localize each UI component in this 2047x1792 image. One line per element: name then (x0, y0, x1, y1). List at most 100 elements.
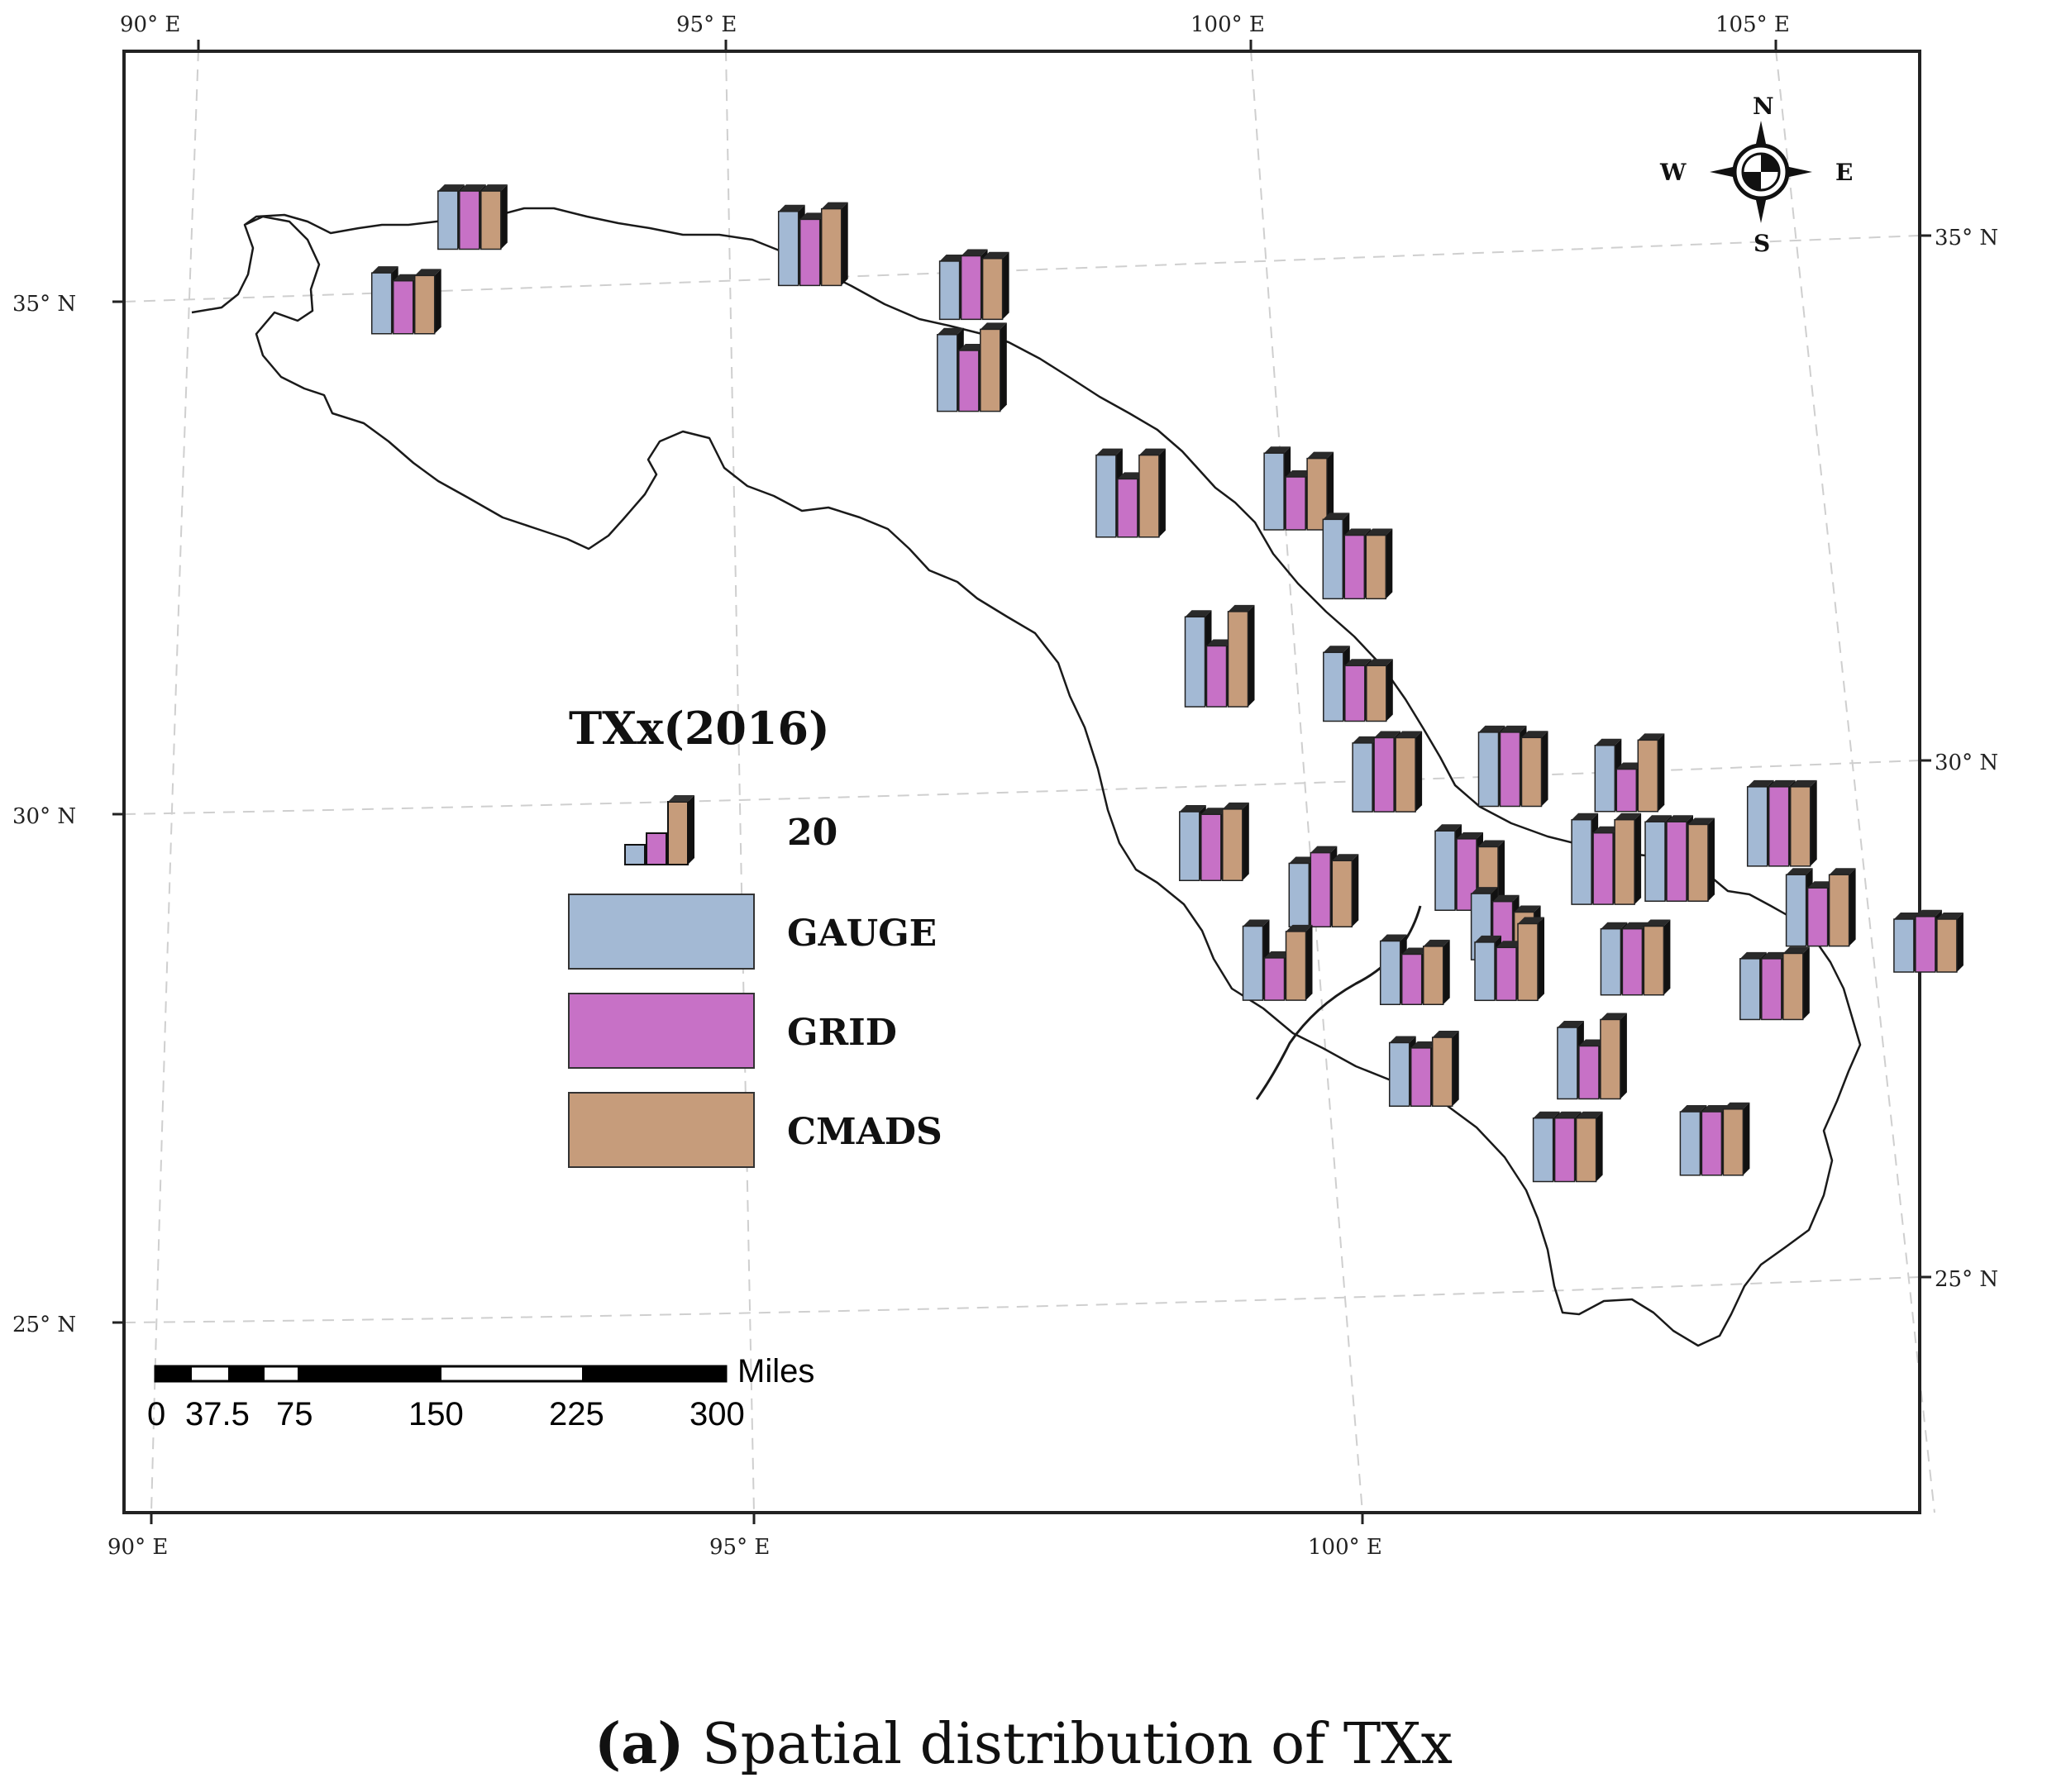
station-bar-cmads-side (1802, 946, 1810, 1020)
map-frame (122, 50, 1921, 1514)
station-bar-group (1184, 604, 1255, 708)
station-bar-gauge-cap (1572, 813, 1599, 820)
station-bar-gauge-cap (1095, 448, 1123, 455)
station-bar-gauge-cap (1533, 1111, 1560, 1118)
station-bar-group (1474, 917, 1544, 1002)
station-bar-cmads-cap (1829, 868, 1856, 875)
station-bar-cmads (1600, 1018, 1621, 1100)
station-bar-gauge (1600, 927, 1622, 996)
station-bar-gauge (1434, 830, 1456, 911)
station-bar-cmads-side (1849, 868, 1856, 946)
station-bar-cmads-side (1658, 733, 1665, 812)
station-bar-cmads (1722, 1108, 1744, 1176)
station-bar-cmads (480, 190, 502, 250)
compass-quadrant-b (1743, 172, 1761, 190)
station-bar-gauge (1746, 786, 1768, 867)
station-bar-grid-cap (1578, 1039, 1606, 1046)
station-bar-charts (370, 184, 1963, 1183)
station-bar-cmads-cap (1644, 919, 1671, 927)
station-bar-gauge-cap (1353, 736, 1380, 743)
station-bar-grid (1400, 953, 1423, 1005)
station-bar-gauge-cap (371, 266, 398, 274)
station-bar-cmads-side (1708, 817, 1715, 902)
station-bar-cmads-side (1305, 924, 1313, 1001)
station-bar-group (1644, 815, 1715, 903)
station-bar-cmads-cap (1366, 659, 1393, 666)
legend-title: TXx(2016) (569, 702, 830, 755)
station-bar-cmads (1138, 454, 1160, 538)
station-bar-group (1785, 868, 1856, 947)
station-bar-cmads (1222, 808, 1243, 881)
station-bar-grid-cap (961, 249, 988, 256)
station-bar-cmads-cap (1936, 913, 1963, 919)
station-bar-cmads-cap (1514, 905, 1541, 913)
lat-label-left-35: 35° N (12, 292, 76, 317)
station-bar-gauge (1532, 1117, 1554, 1183)
station-bar-cmads-cap (1521, 731, 1548, 738)
meridian-100 (1250, 49, 1363, 1513)
station-bar-cmads (1828, 874, 1850, 947)
station-bar-gauge (937, 334, 958, 412)
station-bar-grid-cap (1616, 762, 1644, 770)
station-bar-cmads (1575, 1117, 1597, 1183)
legend-size-icon (624, 795, 694, 865)
station-bar-cmads-cap (821, 202, 848, 209)
legend-label-gauge: GAUGE (787, 913, 937, 955)
station-bar-gauge (1242, 925, 1264, 1001)
station-bar-gauge-cap (437, 184, 465, 192)
meridian-90 (150, 49, 199, 1513)
scale-tick-37-5: 37.5 (185, 1396, 250, 1432)
station-bar-group (1532, 1111, 1603, 1183)
scale-tick-150: 150 (408, 1396, 464, 1432)
station-bar-grid-cap (1117, 472, 1144, 479)
station-bar-group (1322, 512, 1393, 600)
station-bar-gauge (437, 190, 459, 250)
station-bar-grid (1410, 1047, 1432, 1107)
station-bar-grid (1285, 476, 1306, 531)
station-bar-grid-cap (1264, 951, 1291, 958)
station-bar-grid (1343, 534, 1366, 600)
station-bar-cmads-side (1386, 659, 1393, 722)
station-bar-group (1095, 448, 1166, 538)
station-bar-cmads-side (1620, 1013, 1627, 1099)
station-bar-grid-cap (1344, 659, 1372, 666)
station-bar-cmads-cap (1638, 733, 1665, 741)
station-bar-gauge (1571, 818, 1592, 905)
compass-rose: N S E W (1659, 93, 1853, 257)
station-bar-grid (1615, 768, 1638, 813)
station-bar-cmads-cap (1366, 528, 1393, 536)
station-bar-grid-cap (1554, 1111, 1582, 1118)
station-bar-group (1746, 779, 1817, 867)
station-bar-grid (1915, 916, 1936, 973)
station-bar-grid-cap (1410, 1041, 1438, 1048)
station-bar-gauge (1263, 452, 1285, 531)
station-bar-grid-cap (1344, 528, 1372, 536)
scale-unit: Miles (737, 1353, 814, 1389)
legend-label-cmads: CMADS (787, 1111, 942, 1153)
station-bar-gauge (1644, 821, 1666, 902)
station-bar-grid (1344, 665, 1366, 722)
station-bar-gauge-cap (1893, 913, 1921, 919)
station-bar-grid (1310, 851, 1332, 928)
station-bar-grid-cap (1492, 894, 1520, 902)
station-bar-group (437, 184, 508, 250)
station-bar-cmads-side (500, 184, 508, 250)
station-bar-group (1323, 646, 1393, 722)
station-bar-grid-cap (1401, 947, 1429, 955)
legend-swatch-grid (568, 993, 755, 1069)
station-bar-grid (1200, 813, 1222, 881)
station-bar-grid-cap (1761, 951, 1788, 959)
station-bar-gauge (1594, 745, 1616, 813)
station-bar-grid (1806, 887, 1829, 947)
station-bar-gauge-cap (1595, 738, 1622, 746)
station-bar-gauge-cap (1185, 610, 1212, 617)
station-bar-gauge (1474, 941, 1496, 1002)
station-bar-cmads-cap (1307, 451, 1334, 459)
station-bar-cmads (1614, 818, 1635, 905)
legend: TXx(2016) 20 GAUGE GRID CMADS (568, 702, 942, 1168)
station-bar-grid (1553, 1117, 1576, 1183)
station-bar-cmads (1517, 922, 1539, 1002)
caption-text: Spatial distribution of TXx (684, 1712, 1453, 1777)
station-bar-cmads (1422, 946, 1444, 1005)
station-bar-cmads-side (1000, 322, 1007, 412)
